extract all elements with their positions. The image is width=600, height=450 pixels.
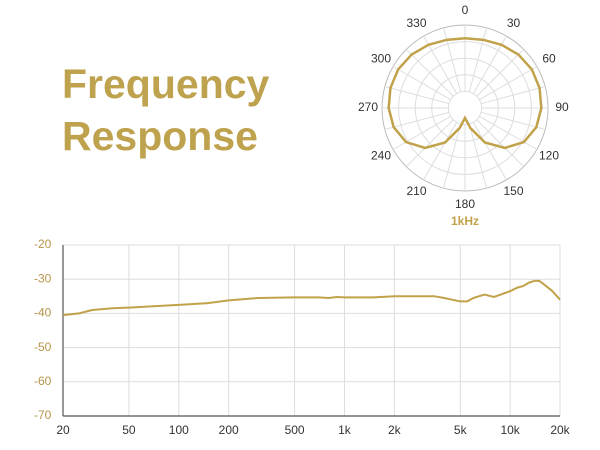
polar-spoke (405, 48, 454, 97)
polar-spoke (384, 86, 450, 105)
page-title: Frequency Response (62, 61, 270, 159)
y-tick-label: -20 (34, 237, 52, 251)
x-tick-label: 200 (219, 423, 239, 437)
angle-label: 330 (406, 16, 426, 30)
x-tick-label: 50 (122, 423, 136, 437)
x-tick-label: 500 (285, 423, 305, 437)
polar-spoke (384, 111, 450, 130)
angle-label: 90 (555, 100, 569, 114)
angle-label: 30 (507, 16, 521, 30)
angle-label: 270 (358, 100, 378, 114)
polar-spoke (480, 111, 546, 130)
angle-label: 150 (503, 184, 523, 198)
polar-spoke (423, 122, 458, 181)
polar-spoke (480, 86, 546, 105)
polar-spoke (472, 122, 507, 181)
x-tick-label: 1k (338, 423, 352, 437)
x-tick-label: 10k (500, 423, 520, 437)
angle-label: 240 (371, 149, 391, 163)
angle-label: 120 (539, 149, 559, 163)
x-tick-label: 100 (169, 423, 189, 437)
angle-label: 0 (462, 3, 469, 17)
polar-spoke (443, 27, 462, 93)
x-tick-label: 20 (56, 423, 70, 437)
polar-spoke (392, 115, 451, 150)
x-tick-label: 5k (454, 423, 468, 437)
polar-spoke (392, 66, 451, 101)
polar-spoke (468, 27, 487, 93)
polar-spoke (479, 66, 538, 101)
polar-spoke (468, 123, 487, 189)
polar-spoke (443, 123, 462, 189)
polar-spoke (479, 115, 538, 150)
angle-label: 60 (542, 52, 556, 66)
angle-label: 180 (455, 197, 475, 211)
y-tick-label: -70 (34, 408, 52, 422)
y-tick-label: -50 (34, 340, 52, 354)
response-line (62, 279, 561, 317)
polar-title: 1kHz (451, 214, 479, 228)
y-tick-label: -40 (34, 306, 52, 320)
x-tick-label: 2k (388, 423, 402, 437)
polar-pattern (387, 37, 543, 150)
polar-spoke (476, 48, 525, 97)
y-tick-label: -60 (34, 374, 52, 388)
y-tick-label: -30 (34, 271, 52, 285)
polar-spoke (476, 119, 525, 168)
angle-label: 210 (406, 184, 426, 198)
x-tick-label: 20k (550, 423, 570, 437)
polar-spoke (405, 119, 454, 168)
angle-label: 300 (371, 52, 391, 66)
